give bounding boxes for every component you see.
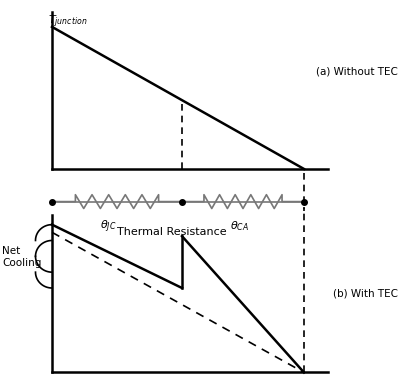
Text: $T_{junction}$: $T_{junction}$	[48, 13, 88, 30]
Text: Net
Cooling: Net Cooling	[2, 246, 41, 268]
Text: (a) Without TEC: (a) Without TEC	[316, 66, 398, 76]
Text: Thermal Resistance: Thermal Resistance	[117, 227, 227, 237]
Text: (b) With TEC: (b) With TEC	[333, 289, 398, 299]
Text: $\theta_{JC}$: $\theta_{JC}$	[100, 219, 116, 235]
Text: $\theta_{CA}$: $\theta_{CA}$	[230, 219, 250, 233]
